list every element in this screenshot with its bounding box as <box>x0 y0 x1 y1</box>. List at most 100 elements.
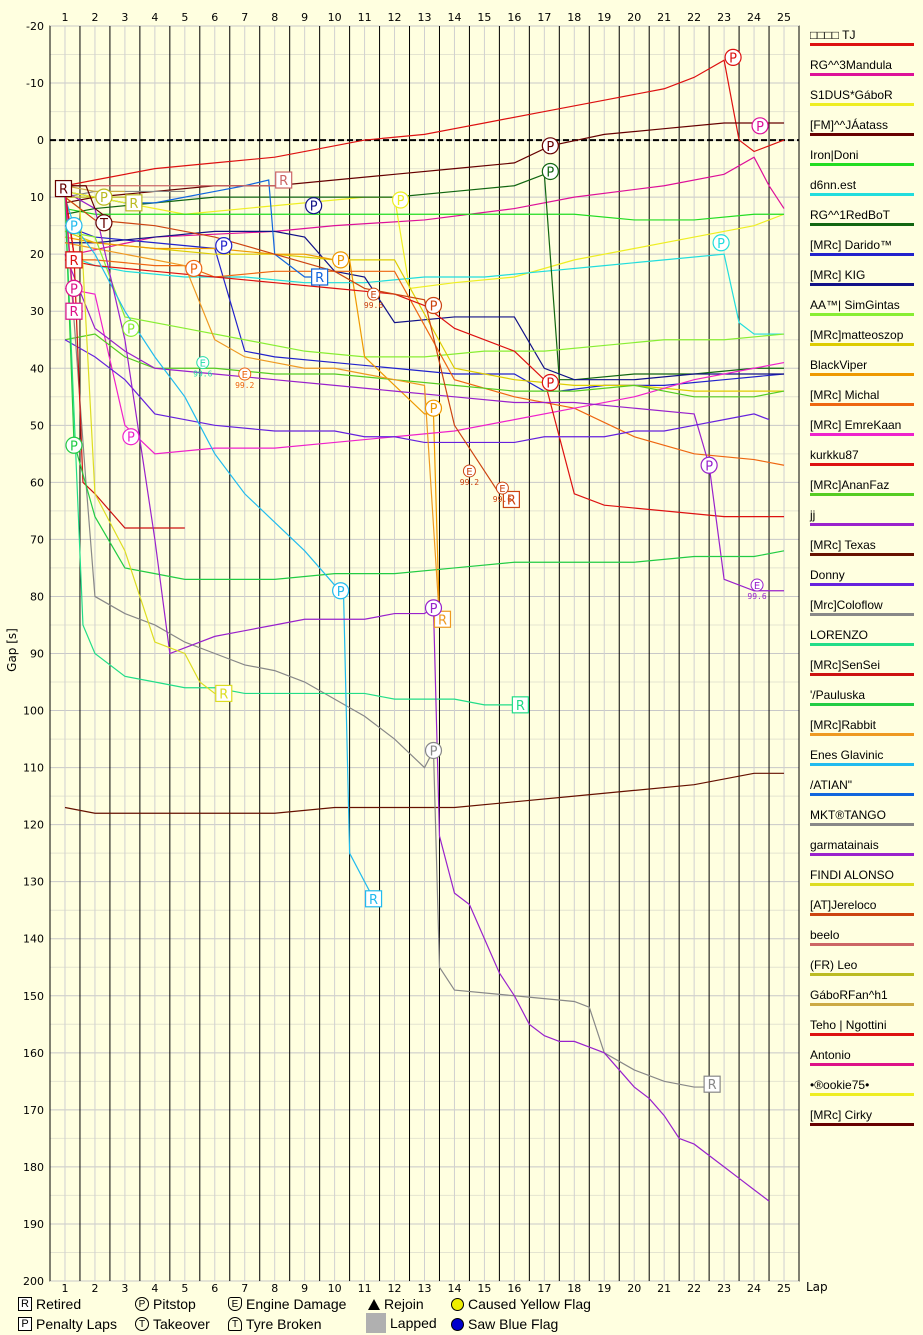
legend-driver-name: [MRc] KIG <box>810 268 866 282</box>
penalty-laps-icon: P <box>18 1317 32 1331</box>
key-engine-damage-label: Engine Damage <box>246 1296 347 1312</box>
y-tick-label: 150 <box>23 990 44 1003</box>
pitstop-marker-circle <box>751 117 769 135</box>
legend-color-swatch <box>810 973 914 976</box>
engine-damage-marker <box>495 481 509 495</box>
retired-marker-box <box>215 684 233 703</box>
event-marker-label: P <box>337 585 345 600</box>
pitstop-marker-circle <box>541 373 559 392</box>
series-line <box>64 196 224 695</box>
x-tick-label-top: 25 <box>777 11 791 24</box>
legend-item: LORENZO <box>808 626 916 656</box>
legend-driver-name: [MRc]matteoszop <box>810 328 904 342</box>
event-marker-label: P <box>546 140 554 155</box>
legend-driver-name: beelo <box>810 928 840 942</box>
legend-item: [MRc] Darido™ <box>808 236 916 266</box>
x-tick-label-bottom: 3 <box>121 1282 128 1295</box>
engine-damage-icon: E <box>228 1297 242 1311</box>
x-tick-label-top: 9 <box>301 11 308 24</box>
y-tick-label: 70 <box>30 533 44 546</box>
x-tick-label-top: 2 <box>91 11 98 24</box>
x-tick-label-top: 8 <box>271 11 278 24</box>
engine-damage-glyph: E <box>499 484 505 495</box>
key-tyre-broken: T Tyre Broken <box>228 1316 321 1332</box>
series-line <box>64 185 111 221</box>
series-line <box>64 190 126 204</box>
pitstop-marker-circle <box>65 279 83 298</box>
x-tick-label-top: 10 <box>328 11 342 24</box>
series-line <box>64 259 785 518</box>
legend-driver-name: BlackViper <box>810 358 868 372</box>
key-pitstop: P Pitstop <box>135 1296 196 1312</box>
series-line <box>64 253 785 335</box>
event-marker-label: R <box>279 174 288 189</box>
event-marker-label: P <box>337 254 345 269</box>
legend-item: [MRc]SenSei <box>808 656 916 686</box>
y-tick-label: -20 <box>26 20 44 33</box>
key-saw-blue-flag-label: Saw Blue Flag <box>468 1316 559 1332</box>
x-tick-label-top: 14 <box>447 11 461 24</box>
event-marker-label: P <box>430 744 438 759</box>
legend-color-swatch <box>810 583 914 586</box>
event-marker-label: P <box>127 322 135 337</box>
x-tick-label-bottom: 15 <box>477 1282 491 1295</box>
series-line <box>64 772 785 814</box>
legend-driver-name: [AT]Jereloco <box>810 898 877 912</box>
legend-color-swatch <box>810 73 914 76</box>
event-marker-label: P <box>70 282 78 297</box>
key-takeover-label: Takeover <box>153 1316 210 1332</box>
legend-color-swatch <box>810 673 914 676</box>
retired-marker-box <box>364 890 383 908</box>
legend-color-swatch <box>810 433 914 436</box>
legend-item: jj <box>808 506 916 536</box>
retired-marker-box <box>311 268 329 286</box>
x-tick-label-bottom: 22 <box>687 1282 701 1295</box>
y-tick-label: 20 <box>30 248 44 261</box>
legend-driver-name: AA™| SimGintas <box>810 298 900 312</box>
legend-driver-name: •®ookie75• <box>810 1078 870 1092</box>
series-line <box>64 197 515 706</box>
series-line <box>64 173 785 381</box>
legend-driver-name: kurkku87 <box>810 448 859 462</box>
series-line <box>64 339 770 444</box>
blue-flag-icon <box>451 1317 464 1331</box>
rejoin-icon <box>368 1298 380 1310</box>
x-ticks-top: 1 2 3 4 5 6 7 8 9 10 11 12 13 14 15 16 17 18 19 20 21 22 23 24 2… <box>61 11 791 24</box>
legend-item: [MRc] Cirky <box>808 1106 916 1136</box>
event-marker-label: P <box>430 602 438 617</box>
series-line <box>64 230 785 358</box>
key-retired: R Retired <box>18 1296 81 1312</box>
y-tick-label: 190 <box>23 1218 44 1231</box>
x-tick-label-top: 18 <box>567 11 581 24</box>
legend-item: d6nn.est <box>808 176 916 206</box>
legend: □□□□ TJ RG^^3Mandula S1DUS*GáboR [FM]^^JÁat… <box>808 26 916 1136</box>
y-ticks: -20 -10 0 10 20 30 40 50 60 70 80 90 100 110 120 130 140… <box>23 20 44 1288</box>
y-tick-label: 160 <box>23 1047 44 1060</box>
x-tick-label-bottom: 19 <box>597 1282 611 1295</box>
retired-marker-box <box>65 302 83 320</box>
legend-color-swatch <box>810 1123 914 1126</box>
x-tick-label-bottom: 12 <box>388 1282 402 1295</box>
x-tick-label-top: 12 <box>388 11 402 24</box>
key-tyre-broken-label: Tyre Broken <box>246 1316 322 1332</box>
legend-item: RG^^1RedBoT <box>808 206 916 236</box>
key-lapped: Lapped <box>366 1313 437 1333</box>
x-tick-label-top: 11 <box>358 11 372 24</box>
y-tick-label: 130 <box>23 876 44 889</box>
pitstop-marker-circle <box>215 237 233 255</box>
series-line <box>64 196 500 495</box>
event-marker-label: P <box>220 240 228 255</box>
engine-damage-glyph: E <box>754 581 760 592</box>
pitstop-marker-circle <box>65 217 83 235</box>
series-line <box>64 59 785 187</box>
legend-driver-name: Iron|Doni <box>810 148 859 162</box>
pitstop-marker-circle <box>332 582 350 600</box>
legend-driver-name: MKT®TANGO <box>810 808 886 822</box>
legend-item: Donny <box>808 566 916 596</box>
retired-marker-box <box>125 194 143 212</box>
series-line <box>64 122 785 204</box>
legend-color-swatch <box>810 763 914 766</box>
series-line <box>64 253 785 592</box>
legend-item: [MRc]matteoszop <box>808 326 916 356</box>
legend-color-swatch <box>810 103 914 106</box>
